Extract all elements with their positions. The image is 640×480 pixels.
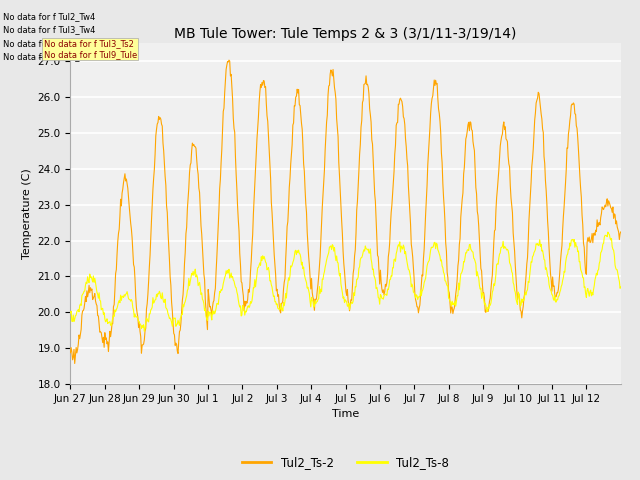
Title: MB Tule Tower: Tule Temps 2 & 3 (3/1/11-3/19/14): MB Tule Tower: Tule Temps 2 & 3 (3/1/11-…: [175, 27, 516, 41]
Text: No data for f Tul9_Tule: No data for f Tul9_Tule: [3, 52, 97, 61]
Text: No data for f Tul2_Tw4: No data for f Tul2_Tw4: [3, 12, 95, 21]
Text: No data for f Tul3_Ts2
No data for f Tul9_Tule: No data for f Tul3_Ts2 No data for f Tul…: [44, 39, 137, 59]
Legend: Tul2_Ts-2, Tul2_Ts-8: Tul2_Ts-2, Tul2_Ts-8: [237, 451, 454, 474]
X-axis label: Time: Time: [332, 409, 359, 419]
Y-axis label: Temperature (C): Temperature (C): [22, 168, 32, 259]
Text: No data for f Tul3_Ts2: No data for f Tul3_Ts2: [3, 39, 93, 48]
Text: No data for f Tul3_Tw4: No data for f Tul3_Tw4: [3, 25, 95, 35]
